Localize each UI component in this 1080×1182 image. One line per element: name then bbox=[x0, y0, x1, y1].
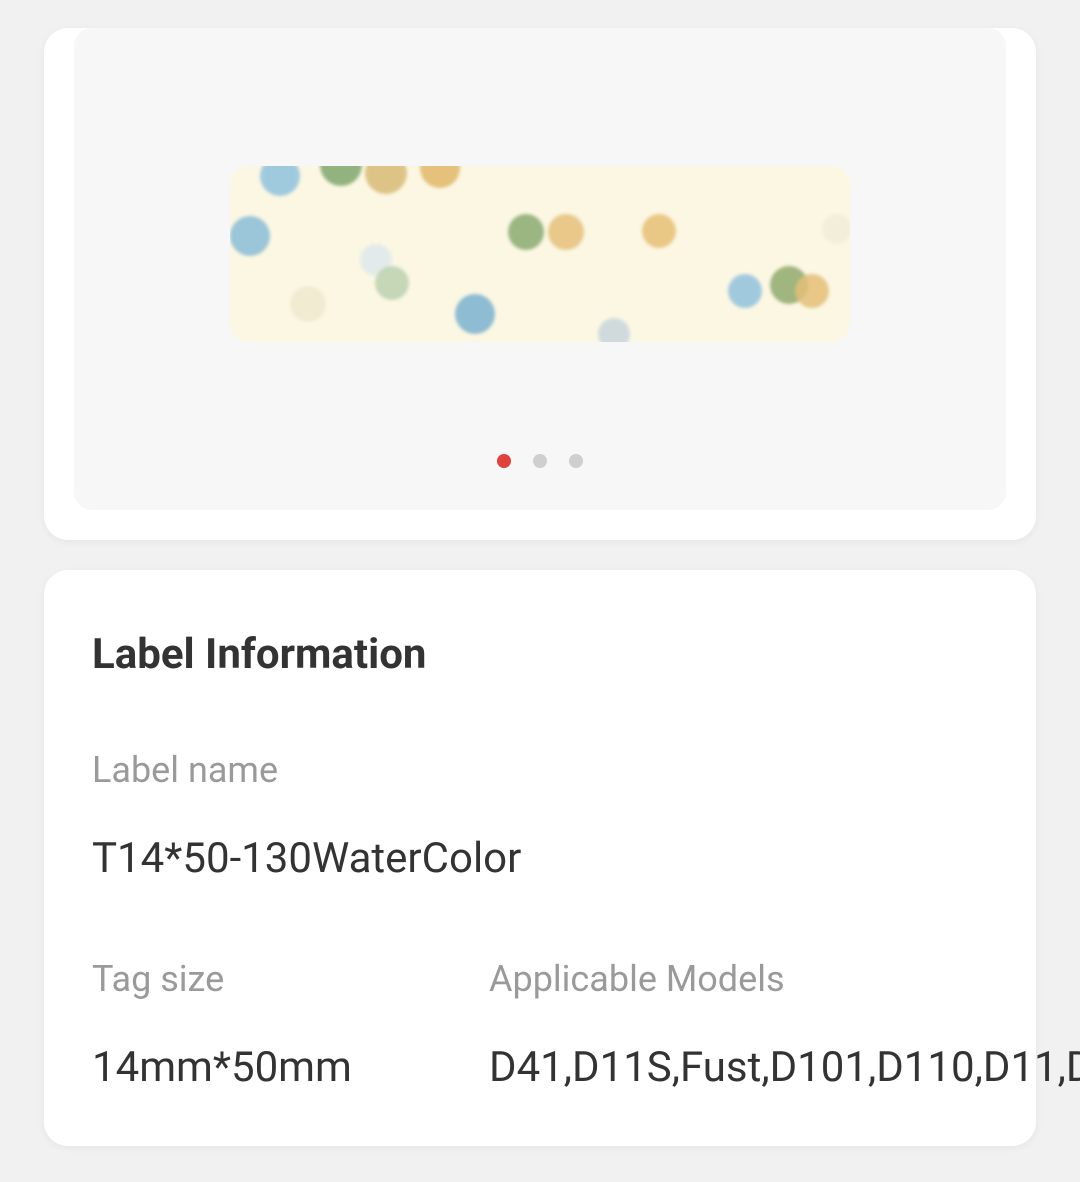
section-title: Label Information bbox=[92, 630, 988, 679]
tag-size-value: 14mm*50mm bbox=[92, 1040, 489, 1097]
pager-dot-0[interactable] bbox=[497, 454, 511, 468]
info-row-two: Tag size 14mm*50mm Applicable Models D41… bbox=[92, 958, 988, 1097]
label-art bbox=[230, 166, 850, 342]
watercolor-dot bbox=[290, 286, 326, 322]
watercolor-dot bbox=[642, 214, 676, 248]
watercolor-dot bbox=[365, 166, 407, 194]
label-name-value: T14*50-130WaterColor bbox=[92, 831, 988, 888]
preview-box[interactable] bbox=[74, 28, 1006, 510]
field-tag-size: Tag size 14mm*50mm bbox=[92, 958, 489, 1097]
watercolor-dot bbox=[508, 214, 544, 250]
watercolor-dot bbox=[728, 274, 762, 308]
watercolor-dot bbox=[260, 166, 300, 196]
watercolor-dot bbox=[375, 266, 409, 300]
watercolor-dot bbox=[795, 274, 829, 308]
carousel-pager bbox=[74, 454, 1006, 468]
field-models: Applicable Models D41,D11S,Fust,D101,D11… bbox=[489, 958, 1080, 1097]
tag-size-label: Tag size bbox=[92, 958, 489, 1000]
pager-dot-1[interactable] bbox=[533, 454, 547, 468]
field-label-name: Label name T14*50-130WaterColor bbox=[92, 749, 988, 888]
watercolor-dot bbox=[420, 166, 460, 188]
watercolor-dot bbox=[230, 216, 270, 256]
watercolor-dot bbox=[822, 214, 850, 244]
preview-card bbox=[44, 28, 1036, 540]
watercolor-dot bbox=[455, 294, 495, 334]
models-label: Applicable Models bbox=[489, 958, 1080, 1000]
watercolor-dot bbox=[320, 166, 362, 186]
models-value: D41,D11S,Fust,D101,D110,D11,Dxx,H1,H1S,D… bbox=[489, 1040, 1080, 1097]
info-card: Label Information Label name T14*50-130W… bbox=[44, 570, 1036, 1146]
watercolor-dot bbox=[598, 318, 630, 342]
pager-dot-2[interactable] bbox=[569, 454, 583, 468]
label-name-label: Label name bbox=[92, 749, 988, 791]
watercolor-dot bbox=[548, 214, 584, 250]
